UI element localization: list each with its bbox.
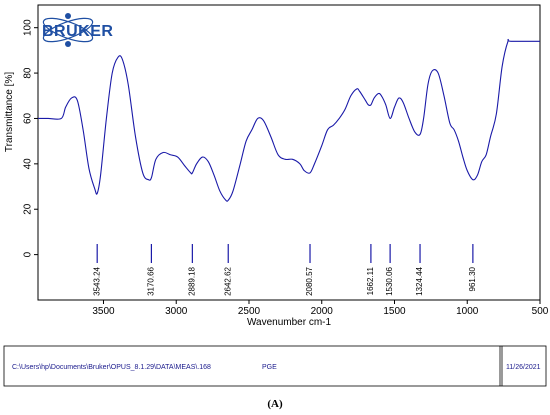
x-tick-label: 2000 — [311, 306, 334, 317]
peak-markers: 3543.24 3170.66 2889.18 2642.62 2080.57 1662.… — [92, 244, 477, 296]
x-axis-title: Wavenumber cm-1 — [247, 317, 332, 328]
figure-caption: (A) — [267, 398, 283, 410]
footer-sample-name: PGE — [262, 364, 277, 371]
spectrum-line — [38, 38, 540, 202]
x-tick-label: 1500 — [383, 306, 406, 317]
peak-label: 1530.06 — [385, 266, 394, 295]
x-tick-label: 1000 — [456, 306, 479, 317]
plot-frame — [37, 4, 541, 301]
y-tick-label: 0 — [23, 251, 34, 257]
peak-label: 3543.24 — [92, 266, 101, 295]
peak-label: 1324.44 — [415, 266, 424, 295]
footer-box — [3, 345, 547, 387]
y-tick-label: 100 — [23, 19, 34, 36]
y-tick-label: 80 — [23, 67, 34, 79]
peak-label: 961.30 — [468, 266, 477, 291]
y-tick-label: 40 — [23, 158, 34, 170]
y-tick-label: 20 — [23, 203, 34, 215]
y-tick-label: 60 — [23, 112, 34, 124]
x-tick-label: 2500 — [238, 306, 261, 317]
y-axis: 0 20 40 60 80 100 — [23, 19, 38, 257]
bruker-logo: BRUKER — [42, 13, 113, 47]
x-tick-label: 500 — [532, 306, 549, 317]
bruker-logo-text: BRUKER — [42, 23, 113, 40]
peak-label: 2889.18 — [187, 266, 196, 295]
peak-label: 3170.66 — [147, 266, 156, 295]
peak-label: 1662.11 — [366, 266, 375, 295]
footer-date: 11/26/2021 — [506, 364, 541, 371]
x-tick-label: 3500 — [92, 306, 115, 317]
x-tick-label: 3000 — [165, 306, 188, 317]
y-axis-title: Transmittance [%] — [4, 72, 15, 152]
peak-label: 2080.57 — [305, 266, 314, 295]
footer-file-path: C:\Users\hp\Documents\Bruker\OPUS_8.1.29… — [12, 364, 211, 371]
x-axis: 3500 3000 2500 2000 1500 1000 500 — [92, 300, 549, 317]
peak-label: 2642.62 — [223, 266, 232, 295]
